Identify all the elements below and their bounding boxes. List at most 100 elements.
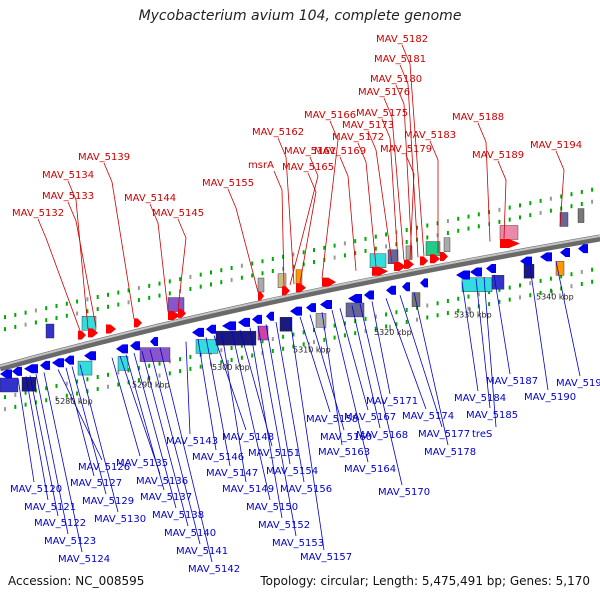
forward-gene-label: MAV_5194 <box>530 140 582 151</box>
reverse-label-line <box>529 266 549 391</box>
track-tick <box>14 324 17 329</box>
track-tick <box>519 215 521 220</box>
track-tick <box>385 244 388 249</box>
track-tick <box>137 298 140 303</box>
track-tick <box>333 335 336 340</box>
track-tick <box>148 363 151 368</box>
reverse-label-line <box>249 327 283 519</box>
track-tick <box>65 393 68 398</box>
reverse-label-line <box>257 325 297 537</box>
cog-block <box>577 208 585 223</box>
reverse-gene-arrow <box>222 321 236 331</box>
track-tick <box>230 357 233 362</box>
track-tick <box>4 407 6 412</box>
reverse-gene-label: MAV_5187 <box>486 376 538 387</box>
forward-gene-label: MAV_5166 <box>304 110 356 121</box>
forward-gene-label: MAV_5133 <box>42 191 94 202</box>
reverse-gene-label: MAV_5147 <box>206 468 258 479</box>
track-tick <box>591 199 594 204</box>
track-tick <box>127 368 130 373</box>
reverse-label-line <box>231 331 271 501</box>
track-tick <box>333 255 336 260</box>
track-tick <box>96 387 99 392</box>
track-tick <box>343 333 346 338</box>
track-tick <box>539 198 542 203</box>
reverse-genes <box>0 244 588 379</box>
forward-gene-label: MAV_5144 <box>124 193 176 204</box>
track-tick <box>271 337 274 342</box>
reverse-label-line <box>321 312 343 446</box>
reverse-gene-label: MAV_5154 <box>266 466 318 477</box>
track-tick <box>220 280 223 285</box>
track-tick <box>76 379 79 384</box>
reverse-label-line <box>35 374 69 535</box>
track-tick <box>313 248 315 253</box>
track-tick <box>364 248 367 253</box>
track-tick <box>477 292 480 297</box>
forward-label-line <box>299 172 317 283</box>
track-tick <box>14 392 17 397</box>
track-tick <box>137 366 140 371</box>
reverse-gene-arrow <box>306 303 316 313</box>
track-tick <box>405 319 408 324</box>
track-tick <box>86 377 89 382</box>
forward-gene-label: MAV_5182 <box>376 34 428 45</box>
cog-block <box>277 273 287 288</box>
reverse-gene-label: MAV_5149 <box>222 484 274 495</box>
ruler-label: 5300 kbp <box>212 363 250 372</box>
track-tick <box>343 241 346 246</box>
track-tick <box>117 382 120 387</box>
ruler-label: 5290 kbp <box>132 380 170 389</box>
reverse-gene-arrow <box>64 355 74 365</box>
forward-label-line <box>339 156 357 271</box>
reverse-gene-label: MAV_5150 <box>246 502 298 513</box>
track-tick <box>230 345 233 350</box>
reverse-label-line <box>275 322 305 483</box>
reverse-gene-arrow <box>238 317 250 327</box>
track-tick <box>539 210 542 215</box>
cog-block <box>45 323 55 339</box>
track-tick <box>302 262 305 267</box>
track-tick <box>446 231 449 236</box>
track-tick <box>508 285 511 290</box>
reverse-gene-label: MAV_5136 <box>136 476 188 487</box>
forward-gene-label: MAV_5188 <box>452 112 504 123</box>
track-tick <box>76 391 79 396</box>
forward-gene-arrow <box>372 266 388 276</box>
forward-gene-label: MAV_5181 <box>374 54 426 65</box>
forward-gene-label: MAV_5132 <box>12 208 64 219</box>
track-tick <box>158 293 161 298</box>
reverse-gene-label: MAV_5191 <box>556 378 600 389</box>
reverse-gene-arrow <box>290 306 302 316</box>
track-tick <box>96 307 99 312</box>
ruler-label: 5310 kbp <box>293 345 331 354</box>
track-tick <box>271 257 274 262</box>
track-tick <box>508 217 511 222</box>
track-tick <box>76 311 79 316</box>
reverse-label-line <box>265 324 291 465</box>
reverse-label-line <box>17 378 35 483</box>
backbone-track <box>0 234 600 372</box>
track-tick <box>549 288 552 293</box>
track-tick <box>24 322 27 327</box>
track-tick <box>323 337 326 342</box>
track-tick <box>210 282 212 287</box>
track-tick <box>580 269 583 274</box>
reverse-label-line <box>413 292 449 446</box>
reverse-gene-label: MAV_5167 <box>344 412 396 423</box>
forward-gene-label: MAV_5173 <box>342 120 394 131</box>
ruler-label: 5320 kbp <box>374 328 412 337</box>
reverse-label-line <box>43 372 83 553</box>
track-tick <box>261 339 264 344</box>
reverse-label-line <box>399 295 443 428</box>
track-tick <box>467 294 470 299</box>
reverse-gene-label: MAV_5174 <box>402 411 454 422</box>
track-tick <box>498 299 501 304</box>
track-tick <box>45 318 48 323</box>
track-tick <box>529 213 532 218</box>
track-tick <box>55 383 58 388</box>
track-tick <box>354 331 357 336</box>
track-tick <box>333 243 336 248</box>
reverse-gene-label: MAV_5120 <box>10 484 62 495</box>
